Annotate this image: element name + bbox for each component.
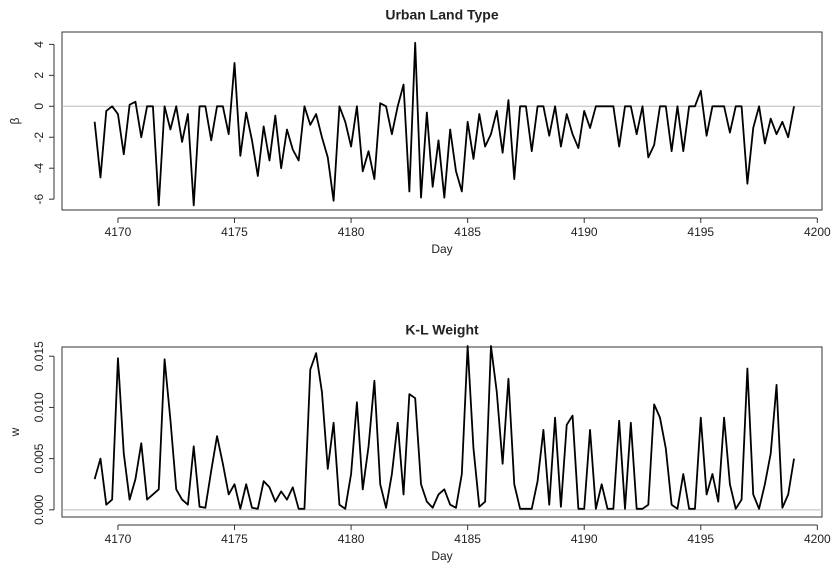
x-tick-label: 4175 [221,532,248,546]
y-tick-label: 0 [32,103,46,110]
x-tick-label: 4185 [454,532,481,546]
y-tick-label: 0.015 [32,341,46,371]
x-tick-label: 4175 [221,225,248,239]
y-tick-label: -6 [32,194,46,205]
y-tick-label: 0.000 [32,494,46,524]
y-tick-label: 0.005 [32,443,46,473]
x-tick-label: 4185 [454,225,481,239]
chart-title: Urban Land Type [385,7,499,23]
x-tick-label: 4200 [804,225,831,239]
chart-title: K-L Weight [405,322,479,338]
y-tick-label: 4 [32,41,46,48]
x-tick-label: 4190 [571,225,598,239]
data-line [93,41,795,207]
plot-frame [61,346,823,518]
x-tick-label: 4170 [105,532,132,546]
x-tick-label: 4180 [338,225,365,239]
y-tick-label: -2 [32,132,46,143]
x-axis-title: Day [431,549,452,563]
x-axis-title: Day [431,242,452,256]
y-axis-title: β [8,117,22,124]
x-tick-label: 4195 [687,532,714,546]
data-line [93,345,795,510]
x-tick-label: 4195 [687,225,714,239]
x-tick-label: 4180 [338,532,365,546]
y-tick-label: -4 [32,163,46,174]
x-tick-label: 4190 [571,532,598,546]
x-tick-label: 4200 [804,532,831,546]
plot-frame [61,31,823,211]
x-tick-label: 4170 [105,225,132,239]
y-tick-label: 2 [32,72,46,79]
y-axis-title: w [8,427,22,437]
y-tick-label: 0.010 [32,392,46,422]
